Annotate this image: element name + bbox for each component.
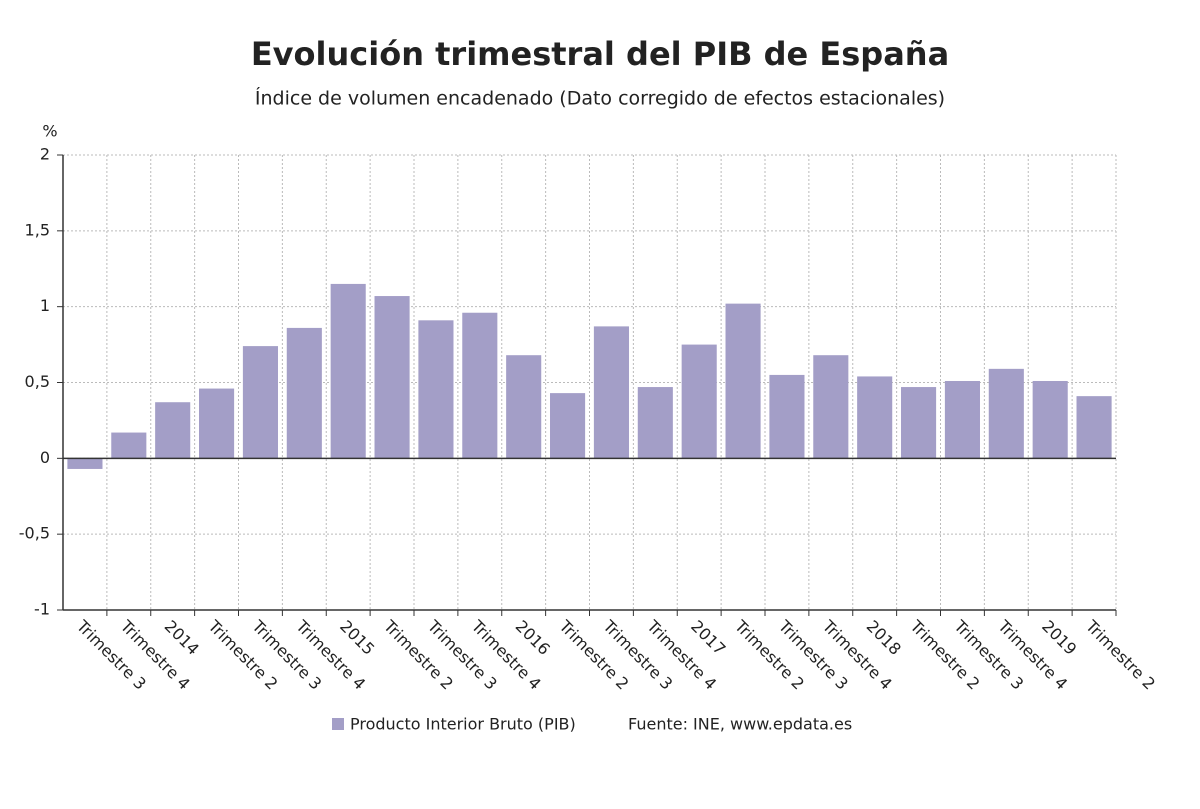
x-tick-label: Trimestre 2 [1081, 616, 1159, 694]
legend-swatch [332, 718, 344, 730]
bar [330, 283, 366, 459]
bar [506, 355, 542, 459]
bar [374, 296, 410, 459]
bar [286, 327, 322, 459]
bar [1076, 396, 1112, 459]
y-tick-label: 0,5 [25, 372, 50, 391]
bar [155, 402, 191, 459]
source: Fuente: INE, www.epdata.es [628, 715, 852, 734]
bar [901, 387, 937, 459]
chart-title: Evolución trimestral del PIB de España [251, 35, 949, 73]
legend-label: Producto Interior Bruto (PIB) [350, 715, 576, 734]
bar [593, 326, 629, 459]
bar [857, 376, 893, 459]
bar [550, 393, 586, 459]
bar [944, 380, 980, 459]
legend: Producto Interior Bruto (PIB) Fuente: IN… [332, 715, 852, 734]
bar [637, 387, 673, 459]
bar [813, 355, 849, 459]
bar [725, 303, 761, 459]
bar [681, 344, 717, 459]
bar [988, 368, 1024, 459]
bar [199, 388, 235, 459]
chart-subtitle: Índice de volumen encadenado (Dato corre… [255, 87, 945, 110]
y-tick-label: 1,5 [25, 220, 50, 239]
bar [462, 312, 498, 459]
y-axis-label: % [42, 122, 57, 141]
bar [111, 432, 147, 459]
bar [67, 458, 103, 469]
y-tick-label: 1 [40, 296, 50, 315]
bar [1032, 380, 1068, 459]
bar [769, 374, 805, 459]
y-tick-label: -1 [34, 600, 50, 619]
y-tick-label: 2 [40, 145, 50, 164]
bar [242, 346, 278, 459]
y-tick-label: -0,5 [19, 524, 50, 543]
y-tick-label: 0 [40, 448, 50, 467]
bar [418, 320, 454, 459]
